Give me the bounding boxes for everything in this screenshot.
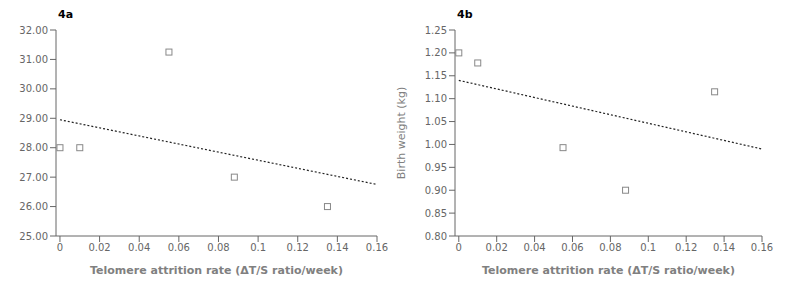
svg-text:29.00: 29.00 <box>19 113 48 124</box>
svg-text:32.00: 32.00 <box>19 25 48 36</box>
svg-text:0.1: 0.1 <box>640 242 656 253</box>
svg-text:0.08: 0.08 <box>599 242 621 253</box>
svg-text:1.10: 1.10 <box>425 93 447 104</box>
svg-text:0: 0 <box>57 242 63 253</box>
svg-text:26.00: 26.00 <box>19 201 48 212</box>
svg-text:0.04: 0.04 <box>128 242 150 253</box>
svg-text:0.16: 0.16 <box>366 242 388 253</box>
svg-text:0.90: 0.90 <box>425 185 447 196</box>
svg-text:30.00: 30.00 <box>19 83 48 94</box>
svg-text:0.08: 0.08 <box>207 242 229 253</box>
svg-text:0.1: 0.1 <box>250 242 266 253</box>
svg-text:0.85: 0.85 <box>425 208 447 219</box>
svg-text:27.00: 27.00 <box>19 172 48 183</box>
svg-text:Birth weight (kg): Birth weight (kg) <box>395 87 408 179</box>
svg-text:Telomere attrition rate (ΔT/S: Telomere attrition rate (ΔT/S ratio/week… <box>482 264 735 277</box>
svg-text:25.00: 25.00 <box>19 231 48 242</box>
svg-text:0.04: 0.04 <box>523 242 545 253</box>
svg-text:28.00: 28.00 <box>19 142 48 153</box>
svg-text:Telomere attrition rate (ΔT/S: Telomere attrition rate (ΔT/S ratio/week… <box>90 264 343 277</box>
svg-text:0.02: 0.02 <box>486 242 508 253</box>
svg-text:1.15: 1.15 <box>425 70 447 81</box>
svg-text:0: 0 <box>456 242 462 253</box>
svg-text:1.00: 1.00 <box>425 139 447 150</box>
svg-text:0.80: 0.80 <box>425 231 447 242</box>
svg-text:0.06: 0.06 <box>561 242 583 253</box>
svg-text:0.14: 0.14 <box>713 242 735 253</box>
svg-text:0.95: 0.95 <box>425 162 447 173</box>
svg-text:1.25: 1.25 <box>425 25 447 36</box>
svg-text:1.05: 1.05 <box>425 116 447 127</box>
svg-text:0.14: 0.14 <box>326 242 348 253</box>
html-text:4a: 4a <box>58 8 74 21</box>
html-text:4b: 4b <box>457 8 473 21</box>
svg-text:0.06: 0.06 <box>168 242 190 253</box>
svg-text:0.12: 0.12 <box>287 242 309 253</box>
svg-text:31.00: 31.00 <box>19 54 48 65</box>
svg-text:0.16: 0.16 <box>751 242 773 253</box>
svg-text:0.02: 0.02 <box>88 242 110 253</box>
svg-text:0.12: 0.12 <box>675 242 697 253</box>
svg-text:1.20: 1.20 <box>425 47 447 58</box>
